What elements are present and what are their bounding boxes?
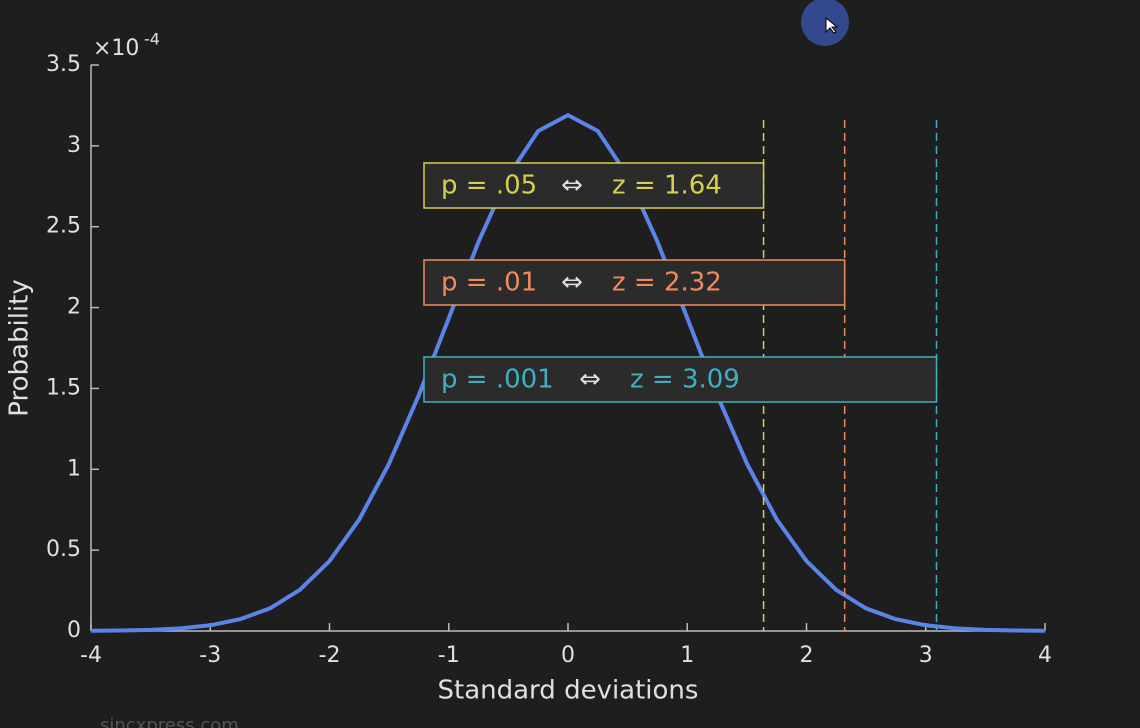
annotation-arrow: ⇔ bbox=[561, 268, 583, 298]
x-tick-label: -2 bbox=[319, 643, 341, 668]
y-tick-label: 0 bbox=[67, 618, 81, 643]
y-multiplier: ×10 bbox=[93, 36, 139, 61]
y-tick-label: 2 bbox=[67, 295, 81, 320]
y-tick-label: 1.5 bbox=[46, 375, 81, 400]
x-tick-label: -3 bbox=[199, 643, 221, 668]
y-tick-label: 3.5 bbox=[46, 52, 81, 77]
curve bbox=[90, 113, 1046, 633]
annotation-arrow: ⇔ bbox=[579, 365, 601, 395]
y-tick-label: 1 bbox=[67, 456, 81, 481]
x-tick-label: -1 bbox=[438, 643, 460, 668]
watermark: sincxpress.com bbox=[100, 715, 239, 728]
annotation-arrow: ⇔ bbox=[561, 171, 583, 201]
x-tick-label: 4 bbox=[1038, 643, 1052, 668]
annotation-p: p = .001 bbox=[441, 365, 554, 395]
y-tick-label: 3 bbox=[67, 133, 81, 158]
x-tick-label: 1 bbox=[680, 643, 694, 668]
annotation-box bbox=[423, 259, 846, 306]
x-tick-label: 3 bbox=[919, 643, 933, 668]
annotation-z: z = 1.64 bbox=[612, 171, 722, 201]
annotation-p: p = .05 bbox=[441, 171, 537, 201]
annotation-box bbox=[423, 162, 765, 209]
cursor bbox=[825, 16, 839, 34]
cursor-highlight bbox=[801, 0, 849, 46]
y-tick-label: 2.5 bbox=[46, 214, 81, 239]
annotation-box bbox=[423, 356, 938, 403]
x-tick-label: 0 bbox=[561, 643, 575, 668]
y-multiplier-exponent: -4 bbox=[144, 30, 160, 49]
annotation-z: z = 3.09 bbox=[630, 365, 740, 395]
annotation-z: z = 2.32 bbox=[612, 268, 722, 298]
x-axis-label: Standard deviations bbox=[438, 676, 699, 706]
annotation-p: p = .01 bbox=[441, 268, 537, 298]
y-tick-label: 0.5 bbox=[46, 537, 81, 562]
x-tick-label: 2 bbox=[800, 643, 814, 668]
x-tick-label: -4 bbox=[80, 643, 102, 668]
y-axis-label: Probability bbox=[5, 279, 35, 416]
